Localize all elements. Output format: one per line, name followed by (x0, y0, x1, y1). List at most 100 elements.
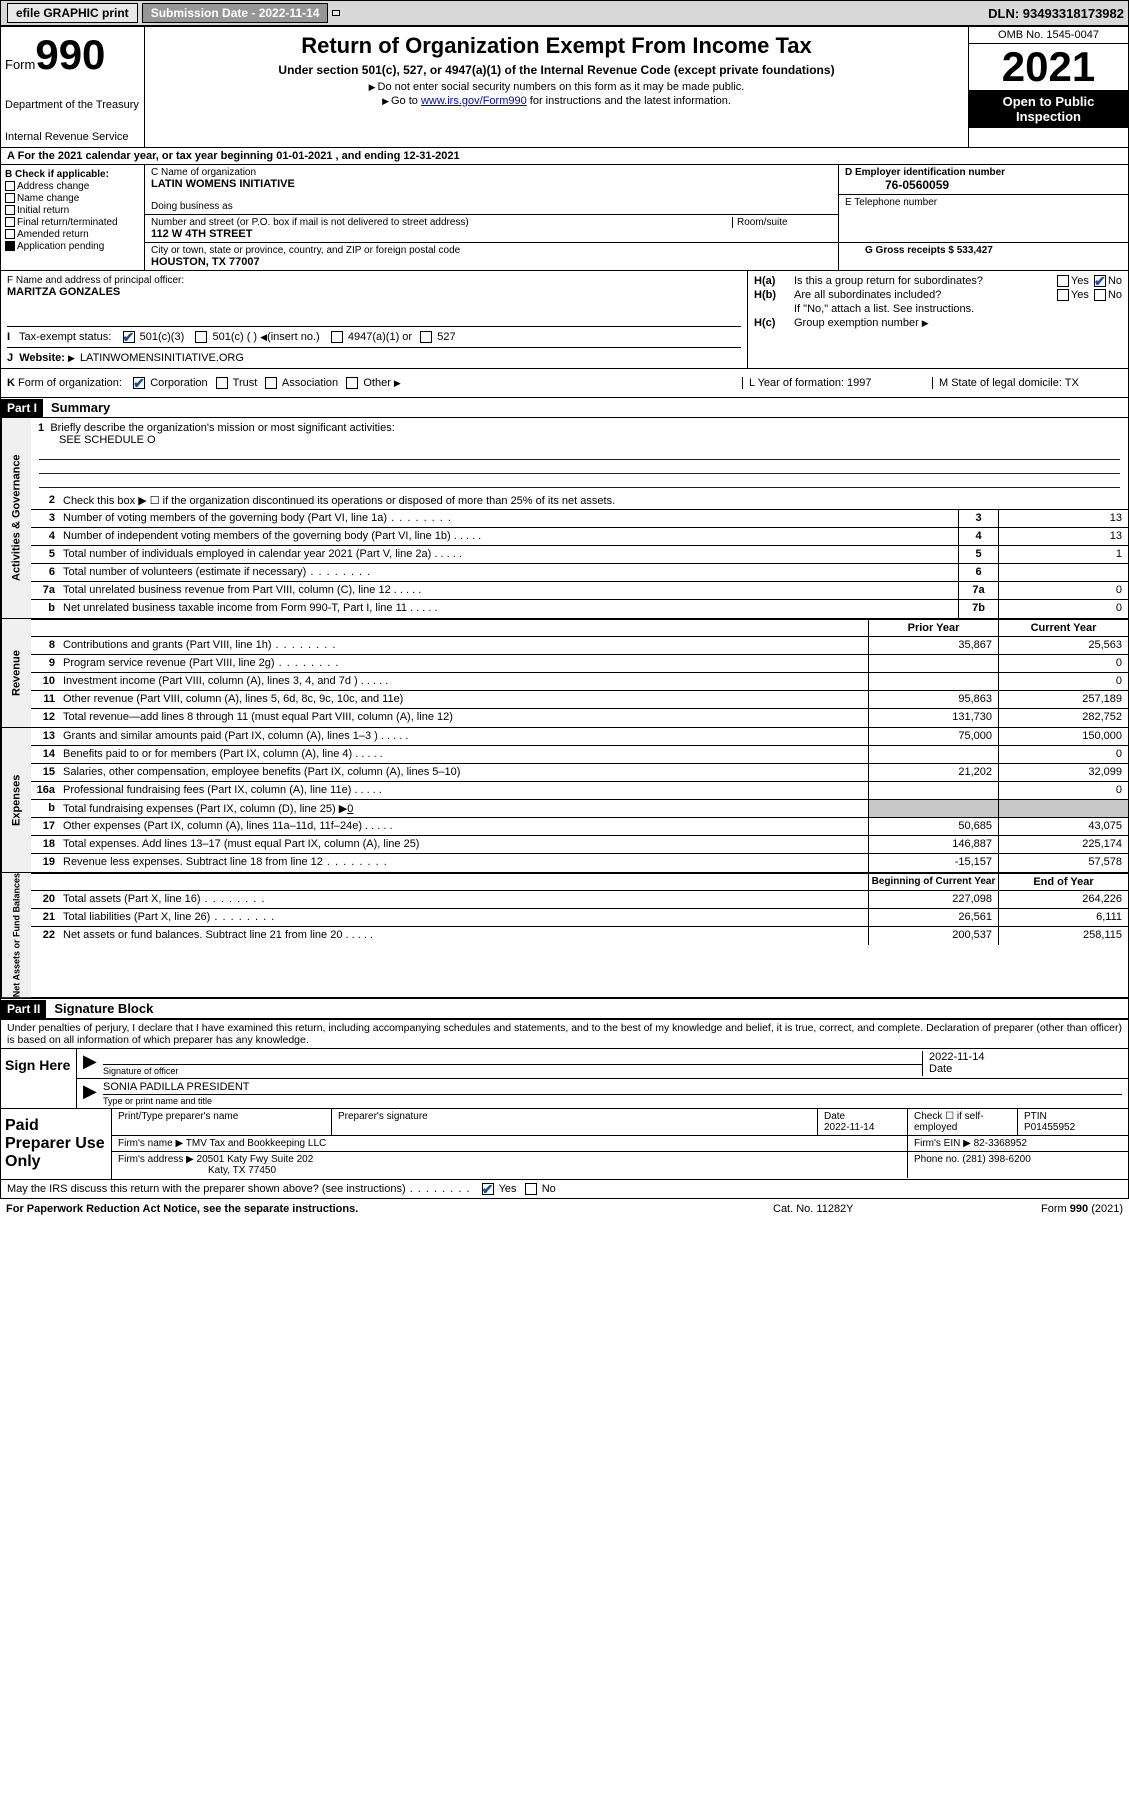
prep-date: 2022-11-14 (824, 1122, 874, 1133)
irs-link[interactable]: www.irs.gov/Form990 (421, 95, 527, 107)
submission-date: Submission Date - 2022-11-14 (142, 3, 329, 23)
discuss-row: May the IRS discuss this return with the… (1, 1179, 1128, 1198)
col-b-checkboxes: B Check if applicable: Address change Na… (1, 165, 145, 270)
chk-corp[interactable] (133, 377, 145, 389)
gross-receipts: G Gross receipts $ 533,427 (845, 245, 1122, 256)
chk-name-change[interactable]: Name change (5, 193, 140, 204)
line-15: 15Salaries, other compensation, employee… (31, 764, 1128, 782)
col-b-label: B Check if applicable: (5, 169, 140, 180)
open-public: Open to Public Inspection (969, 90, 1128, 128)
firm-addr2: Katy, TX 77450 (118, 1165, 276, 1176)
prep-self-emp: Check ☐ if self-employed (908, 1109, 1018, 1135)
line-20: 20Total assets (Part X, line 16)227,0982… (31, 891, 1128, 909)
line-14: 14Benefits paid to or for members (Part … (31, 746, 1128, 764)
line-1: 1 Briefly describe the organization's mi… (31, 418, 1128, 492)
section-fh: F Name and address of principal officer:… (1, 271, 1128, 369)
addr-cell: Number and street (or P.O. box if mail i… (145, 215, 838, 243)
city-value: HOUSTON, TX 77007 (151, 256, 832, 268)
efile-label[interactable]: efile GRAPHIC print (7, 3, 138, 23)
gross-cell: G Gross receipts $ 533,427 (839, 243, 1128, 258)
row-k: K Form of organization: Corporation Trus… (1, 369, 1128, 398)
tax-year: 2021 (969, 44, 1128, 90)
row-j: J Website: LATINWOMENSINITIATIVE.ORG (7, 347, 741, 364)
mission-text: SEE SCHEDULE O (35, 434, 1124, 446)
dba-label: Doing business as (151, 201, 832, 212)
header-mid: Return of Organization Exempt From Incom… (145, 27, 968, 147)
hb-no[interactable] (1094, 289, 1106, 301)
sign-date: 2022-11-14 (929, 1051, 1122, 1063)
chk-trust[interactable] (216, 377, 228, 389)
chk-501c[interactable] (195, 331, 207, 343)
line-11: 11Other revenue (Part VIII, column (A), … (31, 691, 1128, 709)
discuss-no[interactable] (525, 1183, 537, 1195)
line-13: 13Grants and similar amounts paid (Part … (31, 728, 1128, 746)
officer-print-name: SONIA PADILLA PRESIDENT (103, 1081, 1122, 1095)
part2-header: Part II Signature Block (1, 998, 1128, 1019)
sig-declaration: Under penalties of perjury, I declare th… (1, 1020, 1128, 1049)
year-formation: L Year of formation: 1997 (742, 377, 932, 389)
ein-value: 76-0560059 (845, 178, 1122, 192)
chk-other[interactable] (346, 377, 358, 389)
signature-block: Under penalties of perjury, I declare th… (0, 1020, 1129, 1199)
line-8: 8Contributions and grants (Part VIII, li… (31, 637, 1128, 655)
ein-label: D Employer identification number (845, 167, 1122, 178)
chk-final-return[interactable]: Final return/terminated (5, 217, 140, 228)
hb-label: H(b) (754, 289, 794, 301)
chk-address-change[interactable]: Address change (5, 181, 140, 192)
side-label-net: Net Assets or Fund Balances (1, 873, 31, 997)
prep-line-3: Firm's address ▶ 20501 Katy Fwy Suite 20… (112, 1152, 1128, 1178)
part1-header: Part I Summary (1, 398, 1128, 418)
chk-501c3[interactable] (123, 331, 135, 343)
chk-app-pending[interactable]: Application pending (5, 241, 140, 252)
line-3: 3Number of voting members of the governi… (31, 510, 1128, 528)
top-bar: efile GRAPHIC print Submission Date - 20… (0, 0, 1129, 26)
chk-assoc[interactable] (265, 377, 277, 389)
form-990: Form 990 Department of the Treasury Inte… (0, 26, 1129, 1020)
sign-here-row: Sign Here ▶ Signature of officer 2022-11… (1, 1049, 1128, 1108)
street-addr: 112 W 4TH STREET (151, 228, 832, 240)
line-7a: 7aTotal unrelated business revenue from … (31, 582, 1128, 600)
part2-label: Part II (1, 1000, 46, 1018)
line-22: 22Net assets or fund balances. Subtract … (31, 927, 1128, 945)
section-expenses: Expenses 13Grants and similar amounts pa… (1, 728, 1128, 873)
header-left: Form 990 Department of the Treasury Inte… (1, 27, 145, 147)
officer-name: MARITZA GONZALES (7, 286, 741, 298)
website-value: LATINWOMENSINITIATIVE.ORG (80, 352, 244, 364)
sig-arrow-icon-2: ▶ (83, 1081, 103, 1106)
chk-4947[interactable] (331, 331, 343, 343)
footer-left: For Paperwork Reduction Act Notice, see … (6, 1203, 773, 1215)
chk-amended[interactable]: Amended return (5, 229, 140, 240)
irs-label: Internal Revenue Service (5, 131, 140, 143)
sig-arrow-icon: ▶ (83, 1051, 103, 1076)
part1-title: Summary (43, 398, 118, 417)
line-6: 6Total number of volunteers (estimate if… (31, 564, 1128, 582)
hb-yes[interactable] (1057, 289, 1069, 301)
omb-number: OMB No. 1545-0047 (969, 27, 1128, 44)
chk-initial-return[interactable]: Initial return (5, 205, 140, 216)
ha-text: Is this a group return for subordinates? (794, 275, 1055, 287)
preparer-label: Paid Preparer Use Only (1, 1109, 111, 1179)
row-a-tax-year: A For the 2021 calendar year, or tax yea… (1, 148, 1128, 165)
tel-cell: E Telephone number (839, 195, 1128, 243)
line-16b: bTotal fundraising expenses (Part IX, co… (31, 800, 1128, 818)
side-label-rev: Revenue (1, 619, 31, 727)
discuss-yes[interactable] (482, 1183, 494, 1195)
ha-label: H(a) (754, 275, 794, 287)
side-label-exp: Expenses (1, 728, 31, 872)
section-bcde: B Check if applicable: Address change Na… (1, 165, 1128, 271)
section-revenue: Revenue Prior YearCurrent Year 8Contribu… (1, 619, 1128, 728)
chk-527[interactable] (420, 331, 432, 343)
side-label-gov: Activities & Governance (1, 418, 31, 618)
prep-line-2: Firm's name ▶ TMV Tax and Bookkeeping LL… (112, 1136, 1128, 1152)
line-7b: bNet unrelated business taxable income f… (31, 600, 1128, 618)
ha-yes[interactable] (1057, 275, 1069, 287)
row-i: I Tax-exempt status: 501(c)(3) 501(c) ( … (7, 326, 741, 343)
ein-cell: D Employer identification number 76-0560… (839, 165, 1128, 195)
line-9: 9Program service revenue (Part VIII, lin… (31, 655, 1128, 673)
ha-no[interactable] (1094, 275, 1106, 287)
line-2: 2Check this box ▶ ☐ if the organization … (31, 492, 1128, 510)
firm-phone: Phone no. (281) 398-6200 (908, 1152, 1128, 1178)
firm-name: TMV Tax and Bookkeeping LLC (186, 1138, 326, 1149)
room-label: Room/suite (732, 217, 832, 228)
hb-note: If "No," attach a list. See instructions… (794, 303, 1122, 315)
